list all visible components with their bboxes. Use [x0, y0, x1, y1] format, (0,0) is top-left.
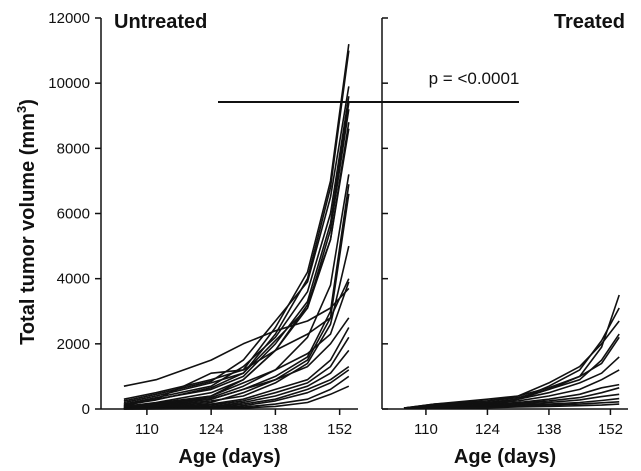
series-line — [123, 245, 350, 409]
series-line — [123, 109, 350, 406]
series-line — [123, 128, 350, 408]
y-tick-label: 4000 — [57, 271, 90, 288]
x-tick-label: 124 — [199, 421, 224, 438]
panel-treated: 110 124 138 152 Age (days) Treated — [381, 11, 628, 468]
y-axis-label-text: Total tumor volume (mm — [17, 113, 39, 345]
y-axis-label-superscript: 3 — [14, 106, 29, 113]
series-line — [123, 50, 350, 404]
panel-title: Untreated — [114, 11, 207, 33]
series-line — [404, 403, 620, 409]
panel-untreated: 110 124 138 152 Age (days) Untreated — [95, 11, 358, 468]
x-tick-label: 138 — [536, 421, 561, 438]
y-tick-label: 12000 — [48, 10, 90, 27]
x-tick-label: 152 — [598, 421, 623, 438]
series-line — [123, 278, 350, 405]
series-line — [123, 287, 350, 387]
series-line — [123, 281, 350, 408]
x-tick-label: 152 — [327, 421, 352, 438]
x-tick-label: 124 — [475, 421, 500, 438]
series-line — [403, 356, 620, 409]
panel-title: Treated — [554, 11, 625, 33]
y-axis-label: Total tumor volume (mm3) — [14, 99, 39, 345]
series-line — [403, 336, 620, 409]
y-tick-label: 6000 — [57, 206, 90, 223]
series-line — [403, 320, 620, 409]
y-axis-label-close: ) — [17, 99, 39, 106]
x-axis-label: Age (days) — [178, 446, 280, 468]
y-axis: 0 2000 4000 6000 8000 10000 12000 — [48, 10, 90, 418]
series-line — [123, 385, 350, 410]
chart-panels: 110 124 138 152 Age (days) Untreated 110 124 138… — [95, 11, 628, 468]
x-axis-label: Age (days) — [454, 446, 556, 468]
series-line — [123, 86, 350, 402]
y-tick-label: 0 — [82, 401, 90, 418]
y-tick-label: 2000 — [57, 336, 90, 353]
x-tick-label: 138 — [263, 421, 288, 438]
y-tick-label: 10000 — [48, 75, 90, 92]
x-tick-label: 110 — [135, 421, 159, 438]
series-line — [123, 43, 350, 400]
series-line — [403, 294, 620, 409]
x-tick-label: 110 — [414, 421, 438, 438]
y-tick-label: 8000 — [57, 140, 90, 157]
p-value-annotation: p = <0.0001 — [429, 69, 520, 88]
